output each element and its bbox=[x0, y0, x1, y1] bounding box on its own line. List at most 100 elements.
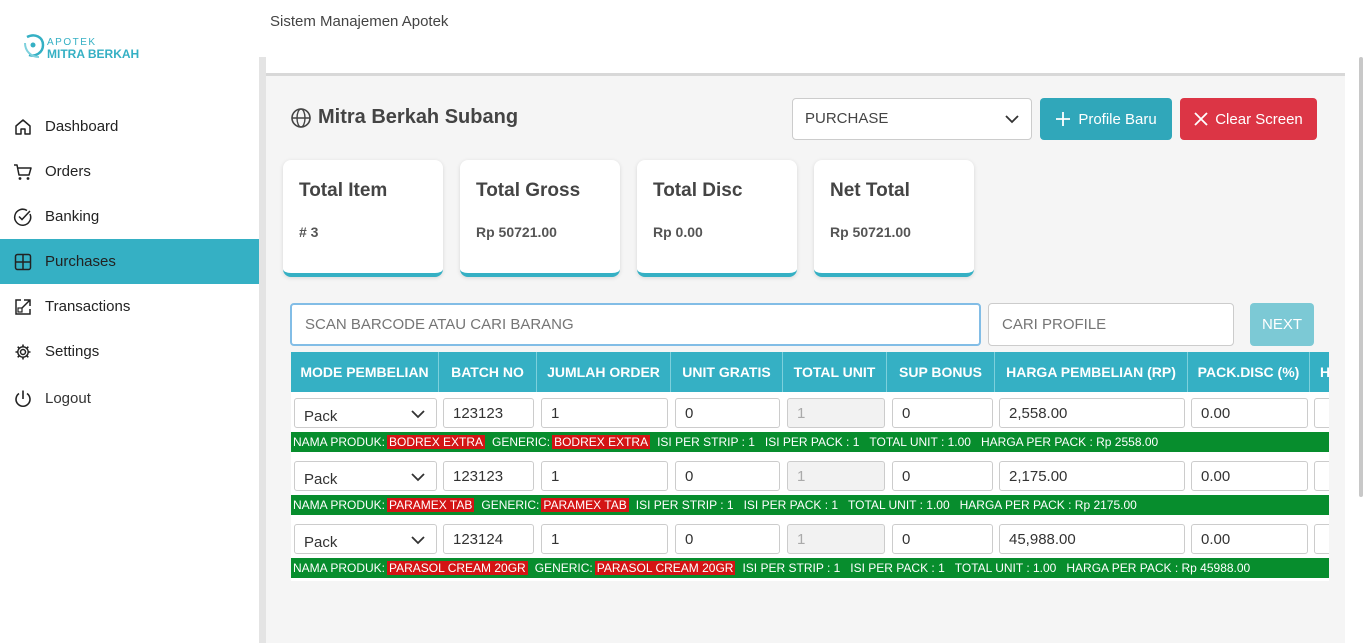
total-unit-field: 1 bbox=[787, 461, 885, 491]
profile-search-input[interactable] bbox=[988, 303, 1234, 346]
divider bbox=[259, 57, 266, 643]
harga-per-pack: HARGA PER PACK : Rp 2175.00 bbox=[959, 498, 1137, 512]
sidebar-item-transactions[interactable]: Transactions bbox=[0, 284, 259, 329]
product-name: BODREX EXTRA bbox=[387, 435, 486, 449]
sidebar-item-orders[interactable]: Orders bbox=[0, 149, 259, 194]
sidebar-item-label: Dashboard bbox=[45, 118, 119, 135]
sup-bonus-input[interactable]: 0 bbox=[892, 461, 993, 491]
sidebar-item-label: Transactions bbox=[45, 298, 131, 315]
mode-select[interactable]: PURCHASE bbox=[792, 98, 1032, 140]
column-header: H bbox=[1310, 352, 1329, 392]
profile-baru-button[interactable]: Profile Baru bbox=[1040, 98, 1172, 140]
info-total-unit: TOTAL UNIT : 1.00 bbox=[848, 498, 950, 512]
product-name: PARAMEX TAB bbox=[387, 498, 475, 512]
clear-screen-button[interactable]: Clear Screen bbox=[1180, 98, 1317, 140]
mode-pembelian-select[interactable]: Pack bbox=[294, 398, 437, 428]
summary-card-total-gross: Total Gross Rp 50721.00 bbox=[460, 160, 620, 277]
sup-bonus-input[interactable]: 0 bbox=[892, 398, 993, 428]
brand-line1: APOTEK bbox=[47, 37, 97, 48]
sidebar-item-label: Orders bbox=[45, 163, 91, 180]
jumlah-order-input[interactable]: 1 bbox=[541, 461, 668, 491]
isi-per-pack: ISI PER PACK : 1 bbox=[764, 435, 860, 449]
sidebar-item-settings[interactable]: Settings bbox=[0, 329, 259, 374]
unit-gratis-input[interactable]: 0 bbox=[675, 524, 780, 554]
sidebar-item-banking[interactable]: Banking bbox=[0, 194, 259, 239]
product-info-bar: NAMA PRODUK: BODREX EXTRA GENERIC: BODRE… bbox=[291, 432, 1329, 452]
product-generic: PARASOL CREAM 20GR bbox=[594, 561, 736, 575]
batch-no-input[interactable]: 123123 bbox=[443, 398, 534, 428]
next-button[interactable]: NEXT bbox=[1250, 303, 1314, 346]
summary-card-total-disc: Total Disc Rp 0.00 bbox=[637, 160, 797, 277]
mode-pembelian-value: Pack bbox=[304, 471, 338, 488]
sup-bonus-input[interactable]: 0 bbox=[892, 524, 993, 554]
summary-card-net-total: Net Total Rp 50721.00 bbox=[814, 160, 974, 277]
harga-per-pack: HARGA PER PACK : Rp 2558.00 bbox=[980, 435, 1159, 449]
mode-pembelian-select[interactable]: Pack bbox=[294, 524, 437, 554]
batch-no-input[interactable]: 123123 bbox=[443, 461, 534, 491]
chevron-down-icon bbox=[411, 536, 425, 545]
card-value: Rp 0.00 bbox=[653, 224, 703, 240]
next-column-input[interactable] bbox=[1314, 524, 1329, 554]
mode-pembelian-value: Pack bbox=[304, 408, 338, 425]
unit-gratis-input[interactable]: 0 bbox=[675, 398, 780, 428]
column-header: PACK.DISC (%) bbox=[1188, 352, 1310, 392]
next-column-input[interactable] bbox=[1314, 461, 1329, 491]
info-label: NAMA PRODUK: bbox=[293, 498, 386, 512]
logo-mark-icon bbox=[24, 34, 45, 58]
close-icon bbox=[1194, 112, 1208, 126]
info-label: GENERIC: bbox=[492, 435, 551, 449]
sidebar-item-logout[interactable]: Logout bbox=[0, 376, 259, 421]
pack-disc-input[interactable]: 0.00 bbox=[1191, 398, 1308, 428]
cart-icon bbox=[13, 162, 33, 182]
pack-disc-input[interactable]: 0.00 bbox=[1191, 461, 1308, 491]
profile-baru-label: Profile Baru bbox=[1078, 110, 1157, 128]
brand-logo[interactable]: APOTEK MITRA BERKAH bbox=[23, 33, 143, 65]
column-header: UNIT GRATIS bbox=[671, 352, 783, 392]
main-content: Mitra Berkah Subang PURCHASE Profile Bar… bbox=[266, 73, 1345, 643]
sidebar-nav: Dashboard Orders Banking Purchases Trans… bbox=[0, 104, 259, 421]
card-value: Rp 50721.00 bbox=[830, 224, 911, 240]
next-column-input[interactable] bbox=[1314, 398, 1329, 428]
barcode-search-input[interactable] bbox=[290, 303, 981, 346]
pack-disc-input[interactable]: 0.00 bbox=[1191, 524, 1308, 554]
store-title: Mitra Berkah Subang bbox=[290, 106, 518, 129]
summary-card-total-item: Total Item # 3 bbox=[283, 160, 443, 277]
jumlah-order-input[interactable]: 1 bbox=[541, 398, 668, 428]
vertical-scrollbar[interactable] bbox=[1359, 57, 1363, 497]
jumlah-order-input[interactable]: 1 bbox=[541, 524, 668, 554]
external-link-icon bbox=[13, 297, 33, 317]
sidebar-item-purchases[interactable]: Purchases bbox=[0, 239, 259, 284]
batch-no-input[interactable]: 123124 bbox=[443, 524, 534, 554]
sidebar-item-label: Banking bbox=[45, 208, 100, 225]
harga-pembelian-input[interactable]: 2,175.00 bbox=[999, 461, 1185, 491]
purchase-table: MODE PEMBELIAN BATCH NO JUMLAH ORDER UNI… bbox=[291, 352, 1329, 582]
isi-per-strip: ISI PER STRIP : 1 bbox=[657, 435, 755, 449]
app-title: Sistem Manajemen Apotek bbox=[270, 13, 449, 30]
plus-icon bbox=[1055, 111, 1071, 127]
card-value: Rp 50721.00 bbox=[476, 224, 557, 240]
card-title: Total Item bbox=[299, 180, 388, 201]
top-bar: Sistem Manajemen Apotek bbox=[259, 0, 1365, 57]
column-header: SUP BONUS bbox=[887, 352, 995, 392]
globe-icon bbox=[291, 107, 311, 128]
sidebar-item-label: Purchases bbox=[45, 253, 116, 270]
sidebar: APOTEK MITRA BERKAH Dashboard Orders Ban… bbox=[0, 0, 259, 643]
product-info-bar: NAMA PRODUK: PARAMEX TAB GENERIC: PARAME… bbox=[291, 495, 1329, 515]
table-row: Pack 123123 1 0 1 0 2,175.00 0.00 NAMA P… bbox=[291, 455, 1329, 518]
product-generic: BODREX EXTRA bbox=[552, 435, 651, 449]
harga-pembelian-input[interactable]: 45,988.00 bbox=[999, 524, 1185, 554]
isi-per-pack: ISI PER PACK : 1 bbox=[850, 561, 945, 575]
power-icon bbox=[13, 389, 33, 409]
sidebar-item-dashboard[interactable]: Dashboard bbox=[0, 104, 259, 149]
info-total-unit: TOTAL UNIT : 1.00 bbox=[954, 561, 1057, 575]
card-title: Net Total bbox=[830, 180, 910, 201]
column-header: BATCH NO bbox=[439, 352, 537, 392]
harga-pembelian-input[interactable]: 2,558.00 bbox=[999, 398, 1185, 428]
mode-pembelian-select[interactable]: Pack bbox=[294, 461, 437, 491]
unit-gratis-input[interactable]: 0 bbox=[675, 461, 780, 491]
chevron-down-icon bbox=[411, 410, 425, 419]
mode-pembelian-value: Pack bbox=[304, 534, 338, 551]
chevron-down-icon bbox=[411, 473, 425, 482]
card-title: Total Disc bbox=[653, 180, 743, 201]
product-info-bar: NAMA PRODUK: PARASOL CREAM 20GR GENERIC:… bbox=[291, 558, 1329, 578]
